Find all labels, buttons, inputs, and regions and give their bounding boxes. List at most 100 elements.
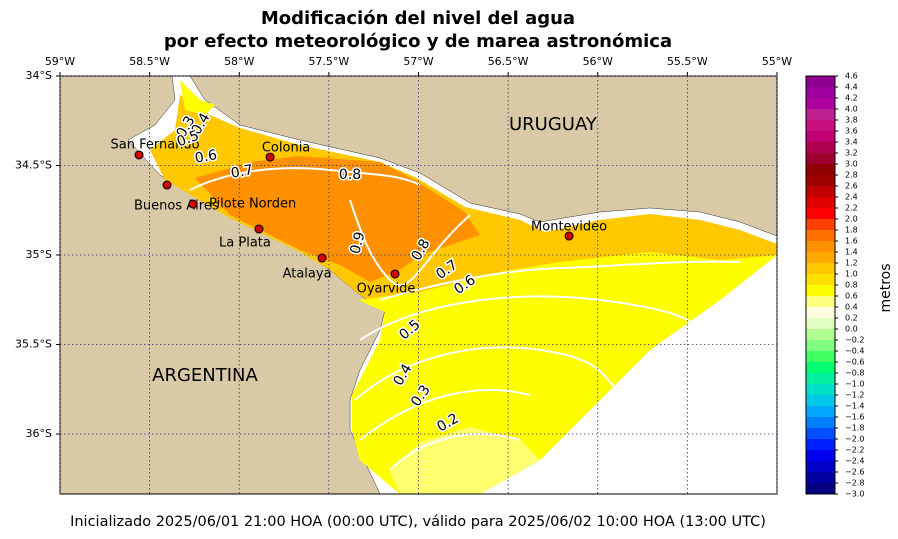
colorbar-tick-label: 0.4 <box>845 303 858 312</box>
colorbar-tick-label: −0.2 <box>845 336 864 345</box>
colorbar-tick-label: −1.6 <box>845 413 864 422</box>
country-label: URUGUAY <box>509 114 598 135</box>
colorbar-segment <box>806 263 835 274</box>
colorbar-tick-label: 0.0 <box>845 325 858 334</box>
colorbar-tick-label: −0.8 <box>845 369 864 378</box>
title: Modificación del nivel del agua <box>261 8 575 29</box>
colorbar-segment <box>806 186 835 197</box>
x-tick-label: 58.5°W <box>129 55 170 68</box>
colorbar-tick-label: 2.2 <box>845 204 858 213</box>
contour-label: 0.7 <box>230 162 255 182</box>
colorbar-segment <box>806 142 835 153</box>
colorbar-tick-label: 1.2 <box>845 259 858 268</box>
colorbar-segment <box>806 373 835 384</box>
colorbar-segment <box>806 164 835 175</box>
colorbar-segment <box>806 175 835 186</box>
colorbar-segment <box>806 230 835 241</box>
station-marker <box>317 253 327 263</box>
colorbar-tick-label: 0.6 <box>845 292 858 301</box>
colorbar-tick-label: 4.0 <box>845 105 858 114</box>
colorbar-segment <box>806 219 835 230</box>
y-tick-label: 35°S <box>26 248 52 261</box>
y-tick-label: 36°S <box>26 427 52 440</box>
colorbar-tick-label: 2.8 <box>845 171 858 180</box>
colorbar-segment <box>806 153 835 164</box>
colorbar-segment <box>806 340 835 351</box>
colorbar-tick-label: 2.6 <box>845 182 858 191</box>
station-label: Oyarvide <box>357 281 416 296</box>
colorbar-segment <box>806 197 835 208</box>
contour-lines <box>189 167 741 471</box>
colorbar-segment <box>806 450 835 461</box>
level-fill <box>195 156 480 282</box>
colorbar-segment <box>806 428 835 439</box>
map-area <box>60 76 777 494</box>
colorbar-tick-label: 4.4 <box>845 83 858 92</box>
y-tick-label: 34.5°S <box>15 159 52 172</box>
colorbar-tick-label: −1.0 <box>845 380 864 389</box>
colorbar-segment <box>806 439 835 450</box>
colorbar-segment <box>806 131 835 142</box>
colorbar-label: metros <box>878 263 894 312</box>
colorbar-tick-label: −3.0 <box>845 490 864 499</box>
colorbar-segment <box>806 87 835 98</box>
colorbar-tick-label: −2.6 <box>845 468 864 477</box>
colorbar-tick-label: 1.8 <box>845 226 858 235</box>
colorbar-segment <box>806 285 835 296</box>
station-label: Atalaya <box>283 267 332 282</box>
colorbar-tick-label: 3.2 <box>845 149 858 158</box>
station-label: San Fernando <box>110 137 199 152</box>
colorbar-tick-label: 2.4 <box>845 193 858 202</box>
footer: Inicializado 2025/06/01 21:00 HOA (00:00… <box>70 514 766 530</box>
colorbar-segment <box>806 208 835 219</box>
colorbar-segment <box>806 329 835 340</box>
country-label: ARGENTINA <box>152 365 258 386</box>
colorbar-tick-label: 2.0 <box>845 215 858 224</box>
y-tick-label: 35.5°S <box>15 338 52 351</box>
colorbar-tick-label: −2.2 <box>845 446 864 455</box>
station-marker <box>265 152 275 162</box>
outside-domain <box>480 258 777 494</box>
x-tick-label: 56°W <box>583 55 613 68</box>
x-tick-label: 57°W <box>403 55 433 68</box>
colorbar-segment <box>806 351 835 362</box>
colorbar-segment <box>806 76 835 87</box>
station-marker <box>390 269 400 279</box>
station-label: La Plata <box>219 236 271 251</box>
colorbar-segment <box>806 472 835 483</box>
station-label: Colonia <box>262 141 310 156</box>
colorbar-tick-label: 3.4 <box>845 138 858 147</box>
colorbar-tick-label: 1.6 <box>845 237 858 246</box>
colorbar-segment <box>806 461 835 472</box>
station-marker <box>564 231 574 241</box>
colorbar-segment <box>806 417 835 428</box>
colorbar-tick-label: 4.2 <box>845 94 858 103</box>
contour-label: 0.8 <box>339 167 361 183</box>
station-label: Montevideo <box>531 220 607 235</box>
colorbar-tick-label: 0.2 <box>845 314 858 323</box>
colorbar-segment <box>806 307 835 318</box>
x-tick-label: 57.5°W <box>308 55 349 68</box>
contour-label: 0.6 <box>194 147 219 167</box>
x-tick-label: 59°W <box>45 55 75 68</box>
colorbar-tick-label: −2.8 <box>845 479 864 488</box>
colorbar-segment <box>806 318 835 329</box>
colorbar-segment <box>806 406 835 417</box>
colorbar-segment <box>806 274 835 285</box>
title: por efecto meteorológico y de marea astr… <box>164 31 672 52</box>
level-fill <box>180 80 215 115</box>
colorbar-tick-label: 0.8 <box>845 281 858 290</box>
colorbar-tick-label: −1.8 <box>845 424 864 433</box>
colorbar-tick-label: 4.6 <box>845 72 858 81</box>
x-tick-label: 56.5°W <box>488 55 529 68</box>
colorbar-segment <box>806 483 835 494</box>
colorbar-segment <box>806 109 835 120</box>
station-marker <box>162 180 172 190</box>
colorbar-segment <box>806 384 835 395</box>
colorbar-tick-label: −0.4 <box>845 347 864 356</box>
colorbar-tick-label: −2.0 <box>845 435 864 444</box>
colorbar-segment <box>806 296 835 307</box>
x-tick-label: 55°W <box>762 55 792 68</box>
x-tick-label: 55.5°W <box>667 55 708 68</box>
